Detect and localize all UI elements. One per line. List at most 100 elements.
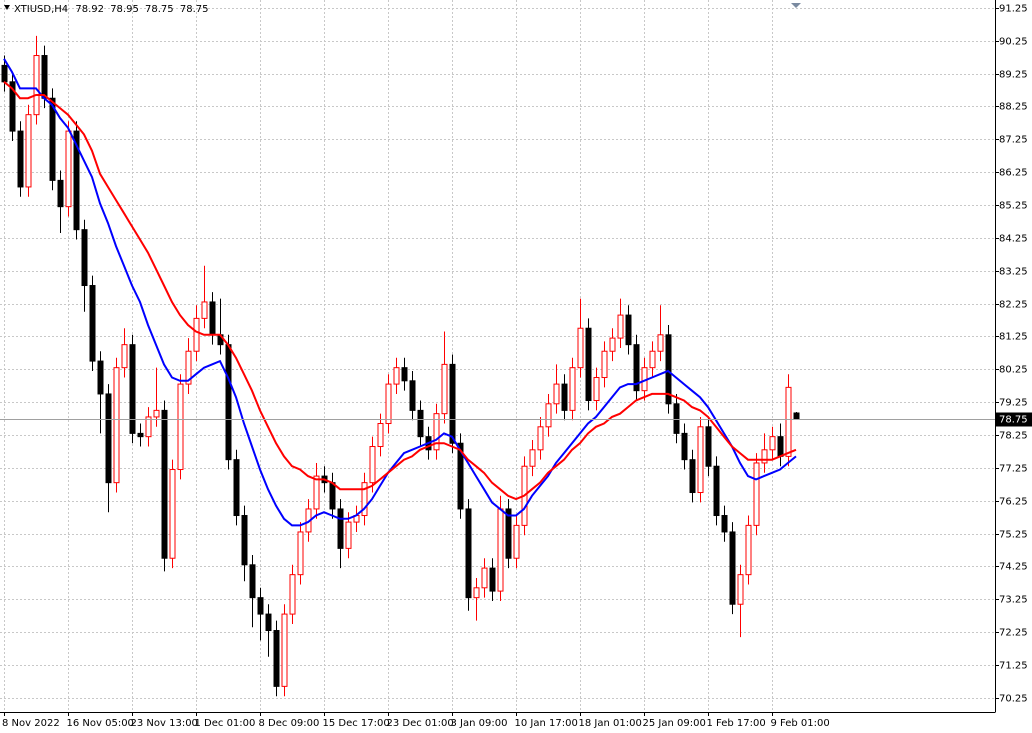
candle-body [705,426,712,467]
candle-body [505,508,512,559]
candle-body [593,377,600,402]
y-tick-label: 77.25 [999,464,1028,475]
candle-body [625,314,632,346]
y-tick-label: 78.25 [999,431,1028,442]
candle-body [769,436,776,451]
candle-body [145,416,152,438]
candle-body [33,55,40,116]
candle-body [241,515,248,566]
candle-body [657,334,664,352]
candle-body [249,564,256,599]
candle-body [81,229,88,287]
candle-body [449,363,456,444]
shift-marker [791,3,801,8]
candle-body [65,130,72,208]
candle-body [385,383,392,425]
open-value: 78.92 [75,4,104,15]
candle-body [417,409,424,438]
price-label: 78.75 [999,415,1028,426]
candle-body [361,482,368,517]
y-tick-label: 70.25 [999,694,1028,705]
candle-body [753,462,760,526]
candle-body [377,423,384,448]
symbol: XTIUSD,H4 [14,4,68,15]
x-tick-label: 16 Nov 05:00 [67,718,134,729]
y-tick-label: 83.25 [999,267,1028,278]
price-label-box [996,412,1032,427]
candle-body [265,613,272,632]
x-tick-label: 25 Jan 09:00 [643,718,706,729]
candle-body [617,314,624,339]
candle-body [689,459,696,494]
x-tick-label: 3 Jan 09:00 [451,718,508,729]
y-tick-label: 86.25 [999,168,1028,179]
y-tick-label: 80.25 [999,365,1028,376]
candle-body [129,344,136,434]
candle-body [225,344,232,461]
y-tick-label: 72.25 [999,628,1028,639]
x-tick-label: 1 Feb 17:00 [707,718,766,729]
candle-body [49,97,56,181]
candle-body [209,301,216,336]
ma-line [3,81,797,501]
candle-body [401,367,408,382]
candle-body [153,409,160,418]
candle-body [57,179,64,208]
x-tick-label: 10 Jan 17:00 [515,718,578,729]
candle-body [545,403,552,428]
candle-body [729,531,736,605]
y-tick-label: 79.25 [999,398,1028,409]
x-tick-label: 23 Dec 01:00 [387,718,454,729]
candle-body [793,412,800,420]
x-tick-label: 15 Dec 17:00 [323,718,390,729]
candle-body [681,432,688,461]
y-tick-label: 87.25 [999,135,1028,146]
candle-body [9,81,16,132]
low-value: 78.75 [145,4,174,15]
candle-body [737,574,744,605]
candle-body [233,459,240,517]
candle-body [497,508,504,592]
y-tick-label: 89.25 [999,70,1028,81]
candle-body [513,524,520,559]
candle-body [97,360,104,395]
candle-body [313,475,320,510]
ma-line [3,58,797,527]
candle-body [649,350,656,369]
y-tick-label: 73.25 [999,595,1028,606]
candle-body [481,567,488,589]
candle-body [137,432,144,438]
candle-body [721,515,728,533]
candle-body [745,524,752,576]
y-tick-label: 85.25 [999,201,1028,212]
candle-body [633,344,640,392]
candle-body [25,114,32,188]
candle-body [337,508,344,549]
candle-body [569,367,576,411]
candle-body [553,383,560,405]
candle-body [273,630,280,687]
candle-body [201,301,208,319]
candle-body [697,426,704,494]
candle-body [161,409,168,559]
x-tick-label: 1 Dec 01:00 [195,718,256,729]
menu-triangle[interactable] [4,5,10,10]
candle-body [673,403,680,434]
plot [0,35,995,697]
candle-body [329,482,336,510]
candle-body [409,380,416,411]
candle-body [17,130,24,188]
y-tick-label: 88.25 [999,102,1028,113]
candle-body [297,531,304,576]
candle-body [465,508,472,599]
candle-body [89,285,96,362]
candle-body [393,367,400,385]
candle-body [193,317,200,352]
candle-body [577,327,584,369]
candle-body [561,383,568,411]
candle-body [281,613,288,687]
candle-body [785,386,792,457]
y-tick-label: 90.25 [999,37,1028,48]
chart-header: XTIUSD,H4 78.92 78.95 78.75 78.75 [14,4,208,15]
